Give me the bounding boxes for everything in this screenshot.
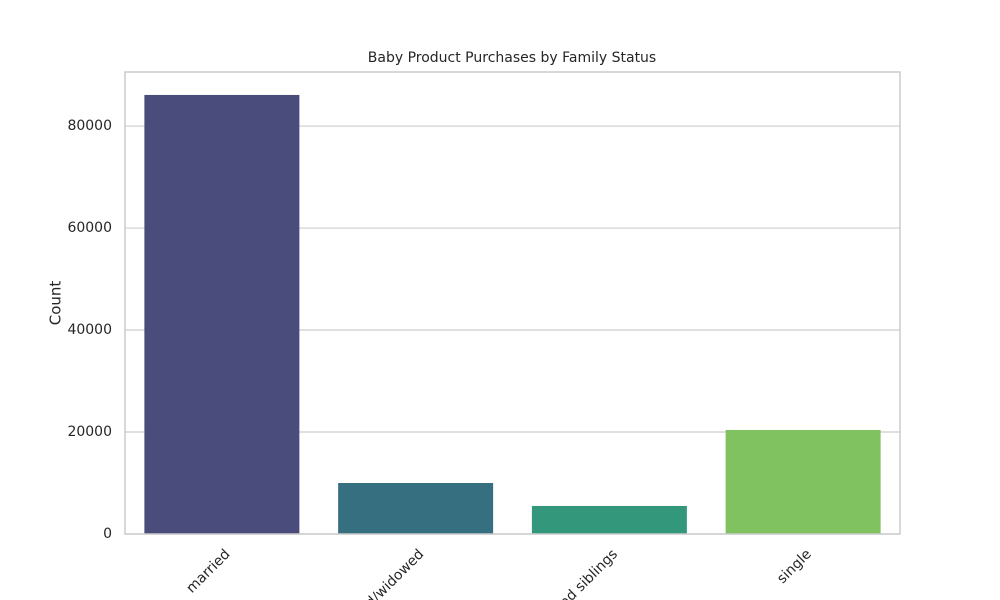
bar: [338, 483, 494, 534]
y-axis-label: Count: [47, 281, 65, 326]
y-tick-label: 0: [103, 526, 112, 542]
x-tick-label: living with parents and siblings: [456, 546, 621, 600]
bar: [531, 505, 687, 534]
bar: [144, 94, 300, 534]
x-tick-label: single: [774, 546, 815, 587]
x-tick-label: divorced/widowed: [326, 546, 427, 600]
chart-title: Baby Product Purchases by Family Status: [368, 50, 656, 66]
bar: [725, 429, 881, 534]
y-tick-label: 60000: [67, 220, 112, 236]
y-tick-label: 80000: [67, 118, 112, 134]
y-tick-label: 40000: [67, 322, 112, 338]
x-tick-label: married: [183, 546, 233, 596]
y-tick-label: 20000: [67, 424, 112, 440]
plot-frame: [124, 71, 901, 535]
